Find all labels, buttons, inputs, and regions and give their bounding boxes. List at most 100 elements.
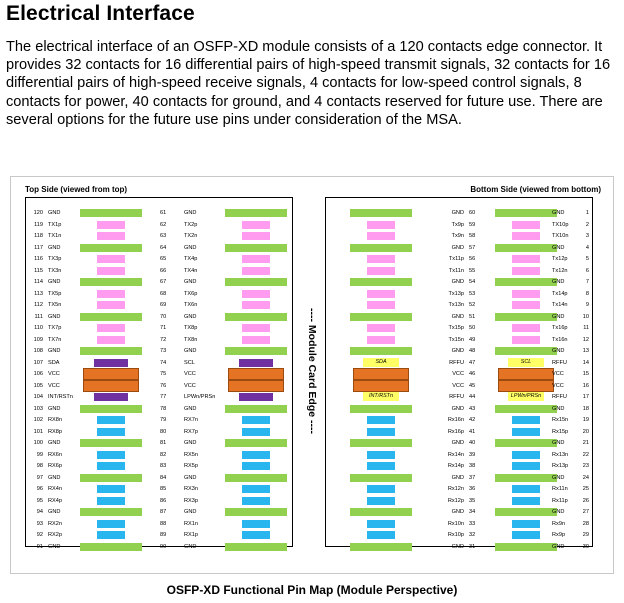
pin-name: RX2n xyxy=(48,520,62,527)
contact-pad xyxy=(495,347,557,355)
pin-number: 104 xyxy=(33,394,43,400)
pin-name: Rx9n xyxy=(552,520,566,527)
pin-number: 43 xyxy=(469,405,476,412)
pin-name: Rx10n xyxy=(447,520,464,527)
pin-number: 81 xyxy=(160,440,167,446)
contact-pad xyxy=(97,519,125,528)
pin-row: Tx9n 58 TX10n 3 xyxy=(326,230,592,242)
pin-number: 30 xyxy=(582,543,589,550)
pin-name: GND xyxy=(552,440,565,446)
contact-pad xyxy=(353,379,409,392)
pin-name: Tx13p xyxy=(448,290,464,297)
pin-name: GND xyxy=(184,348,197,354)
pin-name: Rx9p xyxy=(552,532,566,538)
contact-pad xyxy=(512,255,540,263)
contact-pad xyxy=(495,243,557,252)
pin-name: Rx14n xyxy=(447,451,464,458)
pin-number: 17 xyxy=(582,394,589,400)
contact-pad xyxy=(367,462,395,470)
contact-pad xyxy=(512,289,540,298)
pin-name: RX1p xyxy=(184,532,198,538)
contact-pad xyxy=(512,301,540,309)
pin-row: 107 SDA 74 SCL xyxy=(26,357,292,369)
pin-name: GND xyxy=(48,543,61,550)
pin-row: 92 RX2p 89 RX1p xyxy=(26,529,292,541)
pin-name: Tx11n xyxy=(448,267,464,274)
pin-number: 3 xyxy=(585,233,589,239)
pin-name: GND xyxy=(48,474,61,481)
pin-number: 55 xyxy=(469,267,476,274)
pin-name: RX5n xyxy=(184,451,198,458)
pin-number: 113 xyxy=(34,290,43,297)
contact-pad-label: SDA xyxy=(375,358,387,365)
contact-pad xyxy=(350,209,412,217)
pin-row: GND 34 GND 27 xyxy=(326,506,592,518)
pin-row: GND 40 GND 21 xyxy=(326,437,592,449)
contact-pad xyxy=(80,473,142,482)
pin-name: SCL xyxy=(184,359,195,366)
contact-pad xyxy=(350,312,412,321)
pin-row: 99 RX6n 82 RX5n xyxy=(26,449,292,461)
pin-number: 91 xyxy=(36,543,43,550)
pin-name: GND xyxy=(451,440,464,446)
pin-name: GND xyxy=(48,210,61,216)
pin-name: Tx13n xyxy=(448,302,464,308)
pin-row: 111 GND 70 GND xyxy=(26,311,292,323)
pin-number: 95 xyxy=(36,497,43,504)
pin-row: Rx14n 39 Rx13n 22 xyxy=(326,449,592,461)
contact-pad xyxy=(350,243,412,252)
contact-pad xyxy=(94,358,128,367)
contact-pad xyxy=(512,427,540,436)
contact-pad xyxy=(80,209,142,217)
pin-number: 13 xyxy=(582,348,589,354)
contact-pad xyxy=(225,312,287,321)
contact-pad xyxy=(83,379,139,392)
pin-number: 73 xyxy=(160,348,167,354)
pin-number: 108 xyxy=(33,348,43,354)
contact-pad xyxy=(242,255,270,263)
pin-name: VCC xyxy=(48,371,60,377)
pin-name: TX8n xyxy=(184,336,198,343)
pin-number: 65 xyxy=(160,256,167,262)
pin-number: 7 xyxy=(585,279,589,285)
pin-number: 82 xyxy=(160,451,167,458)
pin-name: GND xyxy=(48,244,61,251)
pin-row: Rx16n 42 Rx15n 19 xyxy=(326,414,592,426)
pin-number: 4 xyxy=(585,244,589,251)
pin-name: GND xyxy=(48,348,61,354)
contact-pad xyxy=(225,243,287,252)
contact-pad xyxy=(495,473,557,482)
pin-name: TX5p xyxy=(48,290,62,297)
pin-number: 87 xyxy=(160,509,167,515)
pin-row: Tx13n 52 Tx14n 9 xyxy=(326,299,592,311)
pin-number: 53 xyxy=(469,290,476,297)
contact-pad xyxy=(367,324,395,332)
contact-pad xyxy=(97,531,125,539)
pin-number: 21 xyxy=(582,440,589,446)
pin-name: TX4p xyxy=(184,256,198,262)
contact-pad xyxy=(495,209,557,217)
pin-name: TX5n xyxy=(48,302,62,308)
pin-row: GND 57 GND 4 xyxy=(326,242,592,254)
pin-name: Rx11p xyxy=(552,497,568,504)
pin-row: 105 VCC 76 VCC xyxy=(26,379,292,392)
contact-pad xyxy=(367,335,395,344)
pin-row: Rx16p 41 Rx15p 20 xyxy=(326,426,592,438)
pin-name: RX6n xyxy=(48,451,62,458)
pin-number: 27 xyxy=(582,509,589,515)
pin-number: 83 xyxy=(160,463,167,469)
pin-name: Tx16p xyxy=(552,325,568,331)
pin-number: 32 xyxy=(469,532,476,538)
pin-number: 8 xyxy=(585,290,589,297)
pin-row: 93 RX2n 88 RX1n xyxy=(26,518,292,530)
pin-row: 91 GND 90 GND xyxy=(26,541,292,553)
contact-pad: LPWn/PRSn xyxy=(508,392,544,401)
contact-pad xyxy=(80,347,142,355)
pin-number: 88 xyxy=(160,520,167,527)
contact-pad xyxy=(242,485,270,493)
pin-number: 57 xyxy=(469,244,476,251)
pin-row: GND 60 GND 1 xyxy=(326,207,592,219)
pin-number: 12 xyxy=(582,336,589,343)
pin-name: TX1p xyxy=(48,221,62,228)
pin-number: 66 xyxy=(160,267,167,274)
